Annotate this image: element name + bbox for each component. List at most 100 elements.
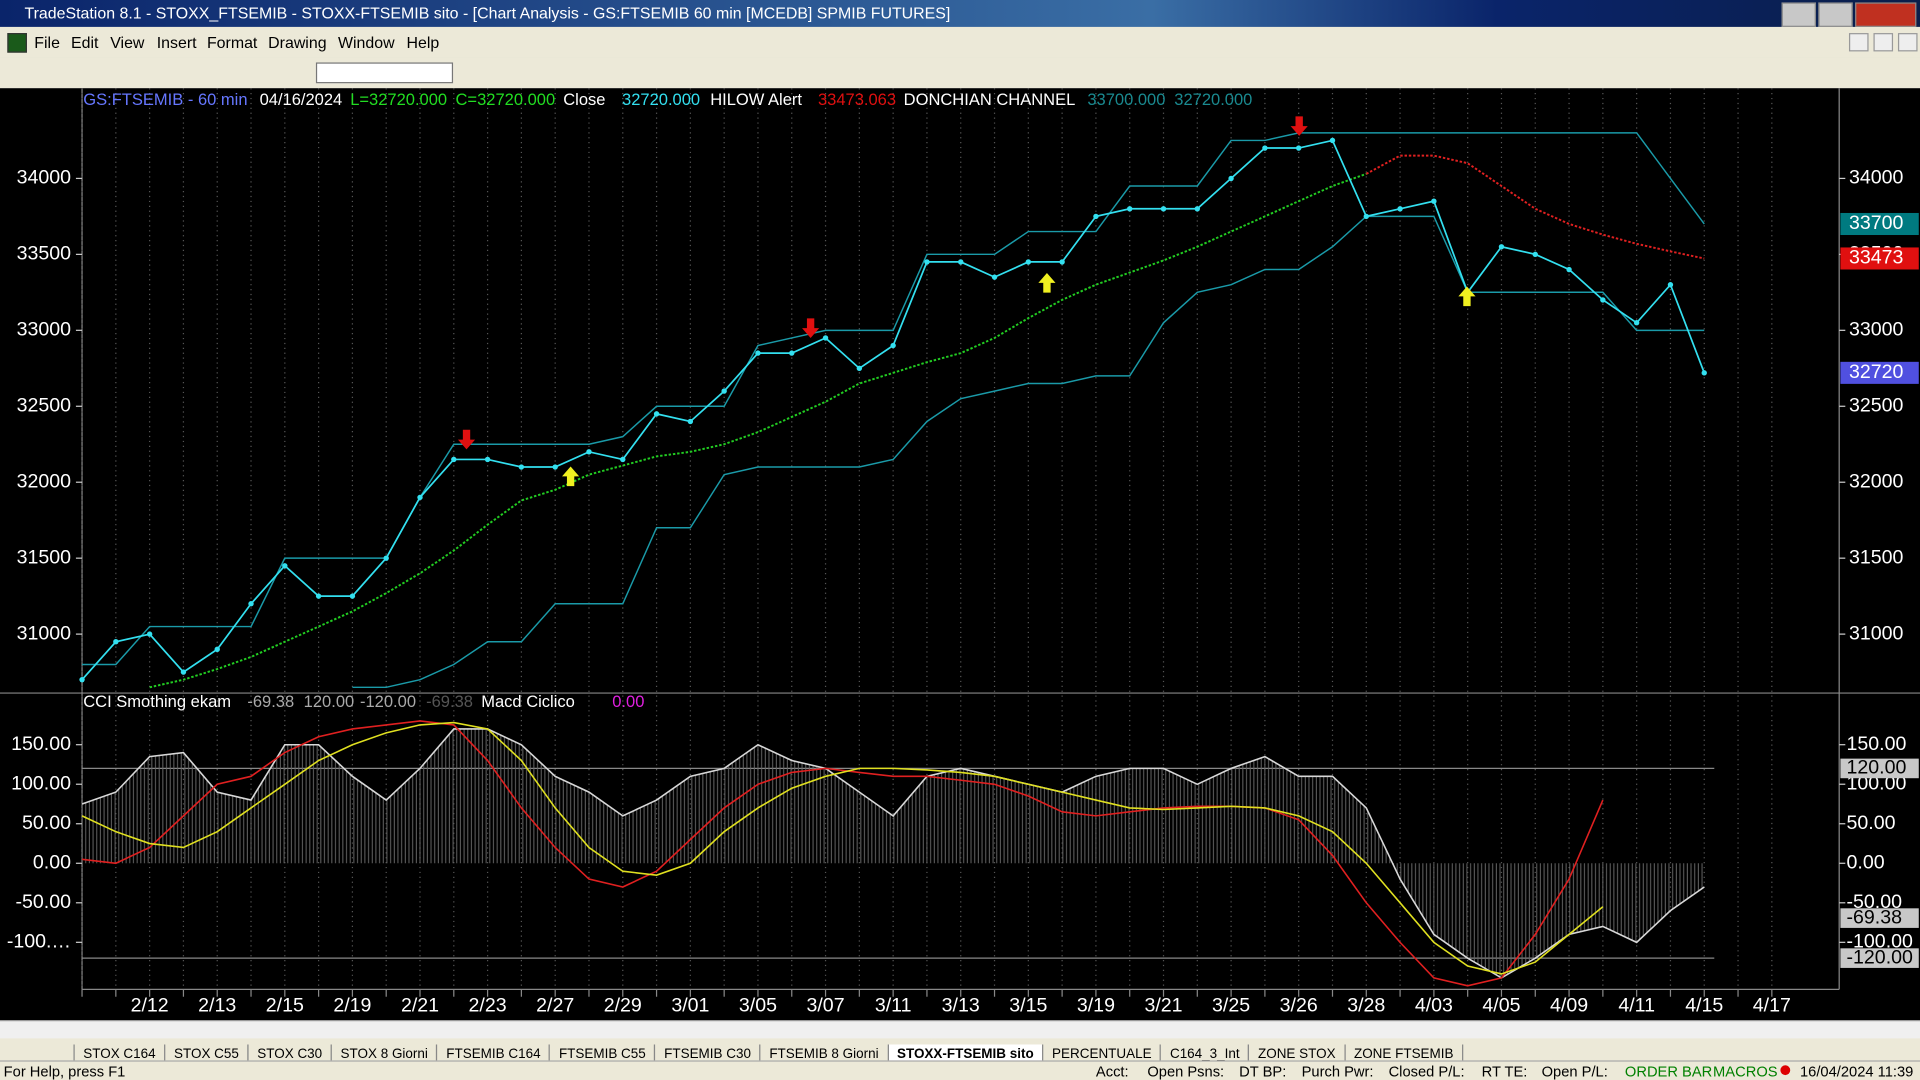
plot bbox=[79, 132, 1707, 987]
menu-item[interactable]: Format bbox=[206, 33, 258, 52]
chart-area: GS:FTSEMIB - 60 min 04/16/2024 L=32720.0… bbox=[0, 88, 1920, 1021]
y-tick-label: 33500 bbox=[17, 243, 72, 265]
workspace-tab[interactable]: FTSEMIB C30 bbox=[654, 1044, 761, 1066]
price-point bbox=[1431, 198, 1437, 204]
symbol-combo[interactable] bbox=[315, 62, 454, 84]
menu-item[interactable]: Window bbox=[337, 33, 395, 52]
y-tick-label: 50.00 bbox=[22, 812, 71, 834]
indicator-badge bbox=[1840, 758, 1919, 779]
menu-item[interactable]: Help bbox=[406, 33, 440, 52]
close-label: C=32720.000 bbox=[456, 90, 556, 109]
workspace-tab[interactable]: STOX 8 Giorni bbox=[330, 1044, 438, 1066]
y-tick-label: 0.00 bbox=[33, 851, 71, 873]
workspace-tab[interactable]: STOX C30 bbox=[247, 1044, 332, 1066]
x-tick-label: 3/28 bbox=[1347, 995, 1385, 1017]
indicator-badge bbox=[1840, 908, 1919, 928]
menu-item[interactable]: File bbox=[34, 33, 60, 52]
workspace-tab[interactable]: ZONE FTSEMIB bbox=[1344, 1044, 1464, 1066]
price-point bbox=[248, 601, 254, 607]
workspace-tab[interactable]: FTSEMIB C55 bbox=[549, 1044, 656, 1066]
indicator-badge-label: -120.00 bbox=[1847, 946, 1914, 968]
x-tick-label: 3/11 bbox=[875, 995, 912, 1017]
sell-arrow bbox=[457, 429, 476, 450]
lower-level: -120.00 bbox=[360, 692, 416, 711]
price-point bbox=[1701, 370, 1707, 376]
y-tick-label: 34000 bbox=[17, 167, 72, 189]
y-tick-label: -50.00 bbox=[1847, 891, 1903, 913]
status-field: Acct: bbox=[1095, 1062, 1129, 1080]
price-point bbox=[789, 350, 795, 356]
upper-level: 120.00 bbox=[304, 692, 355, 711]
minimize-button[interactable] bbox=[1781, 2, 1816, 27]
menu-item[interactable]: View bbox=[110, 33, 145, 52]
y-tick-label: 33000 bbox=[17, 318, 72, 340]
hilow-line bbox=[1365, 154, 1705, 260]
price-point bbox=[653, 411, 660, 417]
price-point bbox=[451, 456, 457, 463]
y-tick-label: -100.00 bbox=[1847, 930, 1914, 952]
y-tick-label: 34000 bbox=[1849, 167, 1904, 189]
price-badge-label: 33473 bbox=[1849, 247, 1904, 269]
low-label: L=32720.000 bbox=[350, 90, 447, 109]
price-point bbox=[755, 350, 761, 356]
x-tick-label: 3/19 bbox=[1077, 995, 1115, 1017]
donchian-line bbox=[352, 215, 1705, 689]
price-point bbox=[1329, 137, 1336, 144]
y-tick-label: 31500 bbox=[1849, 546, 1904, 568]
price-point bbox=[1228, 175, 1234, 182]
indicator-line bbox=[81, 720, 1604, 987]
donchian-lower: 32720.000 bbox=[1174, 90, 1252, 109]
x-tick-label: 3/13 bbox=[942, 995, 980, 1017]
indicator-badge bbox=[1840, 948, 1919, 968]
order-bar[interactable]: ORDER BAR bbox=[1624, 1062, 1713, 1080]
horizontal-scrollbar[interactable] bbox=[0, 1020, 1920, 1040]
workspace-tab[interactable]: STOX C55 bbox=[164, 1044, 249, 1066]
indicator-badge-label: 120.00 bbox=[1847, 757, 1907, 779]
series-name: DONCHIAN CHANNEL bbox=[904, 90, 1076, 109]
sell-arrow bbox=[1290, 116, 1308, 136]
price-point bbox=[1296, 145, 1302, 151]
x-tick-label: 4/05 bbox=[1482, 995, 1520, 1017]
menu-bar: File Edit View Insert Format Drawing Window Hel… bbox=[0, 26, 1920, 58]
hilow-value: 33473.063 bbox=[818, 90, 896, 109]
macros[interactable]: MACROS bbox=[1713, 1062, 1778, 1080]
menu-item[interactable]: Drawing bbox=[268, 33, 327, 52]
app-icon bbox=[7, 33, 27, 53]
grid bbox=[75, 88, 1846, 997]
y-tick-label: 32000 bbox=[1849, 470, 1904, 492]
x-tick-label: 3/07 bbox=[806, 995, 844, 1017]
title-bar: TradeStation 8.1 - STOXX_FTSEMIB - STOXX… bbox=[0, 0, 1920, 27]
price-point bbox=[180, 669, 187, 675]
y-tick-label: 32000 bbox=[17, 470, 72, 492]
mdi-button[interactable] bbox=[1848, 33, 1869, 52]
status-field: RT TE: bbox=[1481, 1062, 1528, 1080]
price-point bbox=[1498, 244, 1505, 250]
price-point bbox=[924, 259, 930, 265]
price-point bbox=[383, 555, 389, 561]
x-tick-label: 3/15 bbox=[1009, 995, 1047, 1017]
price-point bbox=[1600, 297, 1606, 303]
price-point bbox=[856, 365, 863, 371]
price-point bbox=[79, 676, 85, 683]
mdi-button[interactable] bbox=[1897, 33, 1918, 52]
y-tick-label: 31500 bbox=[17, 546, 72, 568]
status-bar: For Help, press F1 Acct: Open Psns: DT BP: P… bbox=[0, 1060, 1920, 1080]
status-field: DT BP: bbox=[1239, 1062, 1287, 1080]
tab-scroll[interactable] bbox=[0, 1038, 75, 1058]
price-point bbox=[822, 335, 829, 341]
price-badge-label: 32720 bbox=[1849, 361, 1904, 383]
y-tick-label: -100.… bbox=[7, 930, 71, 952]
price-point bbox=[1059, 259, 1065, 265]
price-point bbox=[315, 593, 322, 599]
x-tick-label: 3/25 bbox=[1212, 995, 1250, 1017]
menu-item[interactable]: Insert bbox=[156, 33, 197, 52]
mdi-button[interactable] bbox=[1873, 33, 1894, 52]
close-button[interactable] bbox=[1855, 2, 1917, 27]
x-tick-label: 2/13 bbox=[198, 995, 236, 1017]
cci-histogram bbox=[82, 728, 1705, 978]
price-point bbox=[1667, 282, 1674, 288]
menu-item[interactable]: Edit bbox=[71, 33, 99, 52]
status-led bbox=[1780, 1065, 1791, 1076]
y-tick-label: 31000 bbox=[17, 622, 72, 644]
maximize-button[interactable] bbox=[1818, 2, 1853, 27]
